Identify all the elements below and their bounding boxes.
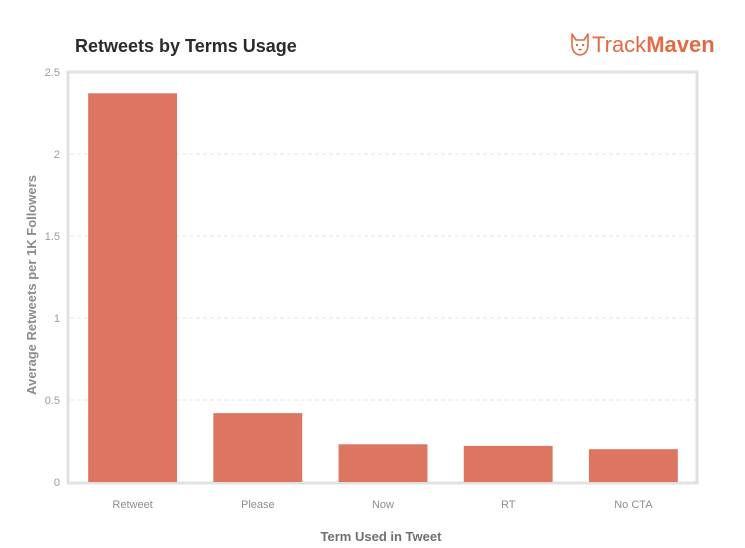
x-tick-labels: Retweet Please Now RT No CTA [112, 499, 653, 511]
bars [88, 93, 678, 482]
y-tick-label: 1.5 [45, 231, 60, 243]
x-tick-label: Now [372, 499, 394, 511]
y-tick-label: 2 [54, 149, 60, 161]
plot-frame [66, 70, 699, 485]
brand-logo: TrackMaven [568, 32, 715, 58]
chart-title: Retweets by Terms Usage [75, 36, 297, 56]
bar-please[interactable] [213, 413, 303, 482]
x-tick-label: RT [501, 499, 516, 511]
x-axis-label: Term Used in Tweet [321, 529, 443, 544]
y-tick-label: 0.5 [45, 395, 60, 407]
bar-retweet[interactable] [88, 93, 178, 482]
grid-lines [70, 153, 696, 401]
x-tick-label: No CTA [614, 499, 653, 511]
y-axis-label: Average Retweets per 1K Followers [24, 175, 39, 395]
bar-rt[interactable] [463, 445, 553, 482]
y-tick-labels: 0 0.5 1 1.5 2 2.5 [45, 67, 60, 489]
y-tick-label: 2.5 [45, 67, 60, 79]
brand-name: TrackMaven [592, 32, 715, 57]
y-tick-label: 0 [54, 477, 60, 489]
bar-no-cta[interactable] [588, 449, 678, 482]
corgi-logo-icon [571, 33, 589, 56]
x-tick-label: Please [241, 499, 275, 511]
x-tick-label: Retweet [112, 499, 152, 511]
bar-now[interactable] [338, 444, 428, 482]
y-tick-label: 1 [54, 313, 60, 325]
